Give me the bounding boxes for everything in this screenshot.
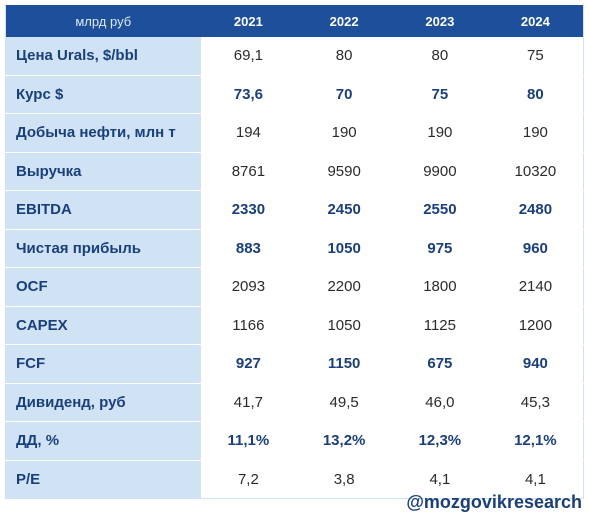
row-value: 7,2 bbox=[200, 460, 297, 499]
row-value: 49,5 bbox=[296, 383, 392, 422]
row-value: 75 bbox=[487, 37, 584, 76]
row-value: 11,1% bbox=[200, 421, 297, 461]
table-row: Курс $73,6 70 75 80 bbox=[5, 75, 584, 114]
row-value: 73,6 bbox=[200, 75, 297, 114]
row-label: Дивиденд, руб bbox=[5, 383, 201, 422]
row-value: 70 bbox=[296, 75, 392, 114]
row-value: 2330 bbox=[200, 190, 297, 230]
table-row: Цена Urals, $/bbl 69,1 80 80 75 bbox=[5, 37, 584, 76]
table-row: Чистая прибыль 883 1050 975 960 bbox=[5, 229, 584, 268]
row-label: P/E bbox=[5, 460, 201, 499]
table-header-row: млрд руб 2021 2022 2023 2024 bbox=[5, 5, 584, 37]
row-value: 80 bbox=[392, 37, 488, 76]
row-value: 927 bbox=[200, 344, 297, 384]
row-label: CAPEX bbox=[5, 306, 201, 345]
table-row: Выручка 8761 9590 9900 10320 bbox=[5, 152, 584, 191]
row-value: 675 bbox=[392, 344, 488, 384]
row-label: FCF bbox=[5, 344, 201, 384]
row-value: 1166 bbox=[200, 306, 297, 345]
row-value: 194 bbox=[200, 113, 297, 153]
header-year: 2021 bbox=[200, 5, 297, 37]
row-label: ДД, % bbox=[5, 421, 201, 461]
row-label: OCF bbox=[5, 267, 201, 307]
table-row: EBITDA 2330 2450 2550 2480 bbox=[5, 190, 584, 230]
row-value: 12,1% bbox=[487, 421, 584, 461]
row-value: 2480 bbox=[487, 190, 584, 230]
row-value: 2450 bbox=[296, 190, 392, 230]
row-value: 13,2% bbox=[296, 421, 392, 461]
row-value: 940 bbox=[487, 344, 584, 384]
row-value: 1150 bbox=[296, 344, 392, 384]
row-value: 80 bbox=[296, 37, 392, 76]
row-value: 69,1 bbox=[200, 37, 297, 76]
row-value: 190 bbox=[487, 113, 584, 153]
row-label: Цена Urals, $/bbl bbox=[5, 37, 201, 76]
header-year: 2023 bbox=[392, 5, 488, 37]
row-value: 883 bbox=[200, 229, 297, 268]
row-value: 41,7 bbox=[200, 383, 297, 422]
table-row: Дивиденд, руб 41,7 49,5 46,0 45,3 bbox=[5, 383, 584, 422]
header-year: 2022 bbox=[296, 5, 392, 37]
row-value: 9900 bbox=[392, 152, 488, 191]
row-label: Чистая прибыль bbox=[5, 229, 201, 268]
row-value: 190 bbox=[392, 113, 488, 153]
row-value: 190 bbox=[296, 113, 392, 153]
row-value: 1050 bbox=[296, 306, 392, 345]
table-row: ДД, % 11,1% 13,2% 12,3% 12,1% bbox=[5, 421, 584, 461]
forecast-table-container: млрд руб 2021 2022 2023 2024 Цена Urals,… bbox=[5, 5, 584, 499]
financial-forecast-table: млрд руб 2021 2022 2023 2024 Цена Urals,… bbox=[5, 5, 584, 499]
row-value: 12,3% bbox=[392, 421, 488, 461]
table-row: P/E 7,2 3,8 4,1 4,1 bbox=[5, 460, 584, 499]
table-row: OCF 2093 2200 1800 2140 bbox=[5, 267, 584, 307]
row-value: 975 bbox=[392, 229, 488, 268]
brand-watermark: @mozgovikresearch bbox=[406, 492, 582, 512]
row-value: 1125 bbox=[392, 306, 488, 345]
row-value: 2093 bbox=[200, 267, 297, 307]
row-value: 2140 bbox=[487, 267, 584, 307]
row-value: 8761 bbox=[200, 152, 297, 191]
table-row: CAPEX 1166 1050 1125 1200 bbox=[5, 306, 584, 345]
row-value: 2550 bbox=[392, 190, 488, 230]
row-value: 4,1 bbox=[392, 460, 488, 499]
row-value: 1800 bbox=[392, 267, 488, 307]
row-value: 1050 bbox=[296, 229, 392, 268]
row-label: Выручка bbox=[5, 152, 201, 191]
row-value: 10320 bbox=[487, 152, 584, 191]
row-label: Курс $ bbox=[5, 75, 201, 114]
row-value: 46,0 bbox=[392, 383, 488, 422]
row-value: 960 bbox=[487, 229, 584, 268]
row-label: Добыча нефти, млн т bbox=[5, 113, 201, 153]
table-row: Добыча нефти, млн т 194 190 190 190 bbox=[5, 113, 584, 153]
row-value: 1200 bbox=[487, 306, 584, 345]
row-value: 2200 bbox=[296, 267, 392, 307]
header-unit-label: млрд руб bbox=[5, 5, 201, 37]
table-body: Цена Urals, $/bbl 69,1 80 80 75 Курс $73,6 70 7… bbox=[5, 37, 584, 499]
row-value: 75 bbox=[392, 75, 488, 114]
row-value: 80 bbox=[487, 75, 584, 114]
table-row: FCF 927 1150 675 940 bbox=[5, 344, 584, 384]
row-value: 3,8 bbox=[296, 460, 392, 499]
row-value: 9590 bbox=[296, 152, 392, 191]
header-year: 2024 bbox=[487, 5, 584, 37]
row-label: EBITDA bbox=[5, 190, 201, 230]
row-value: 45,3 bbox=[487, 383, 584, 422]
row-value: 4,1 bbox=[487, 460, 584, 499]
